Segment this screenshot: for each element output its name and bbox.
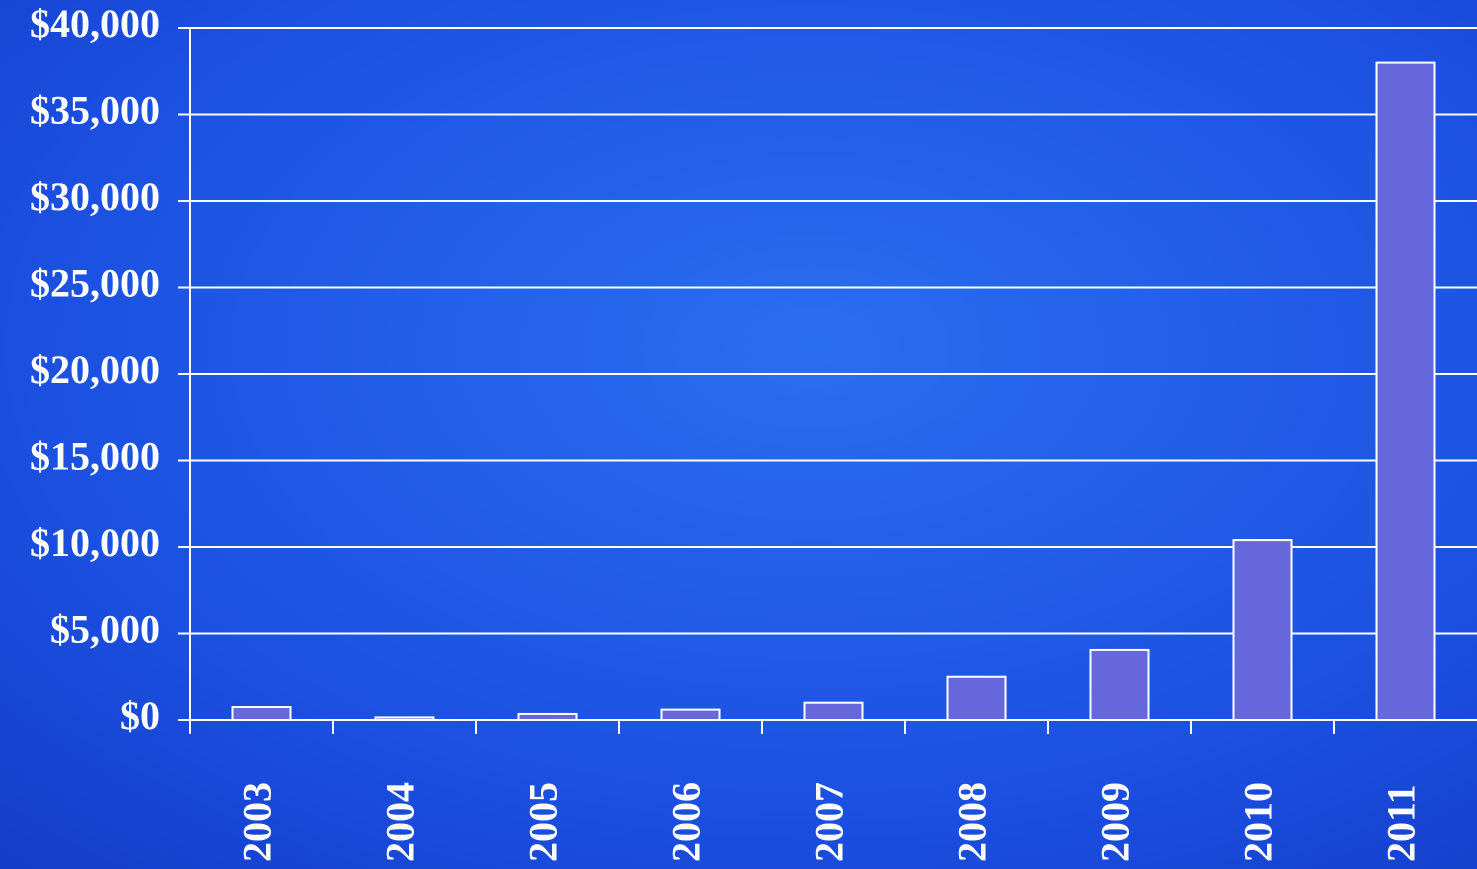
y-tick-label: $40,000 — [30, 1, 160, 46]
bar — [374, 716, 435, 722]
bar — [231, 706, 292, 722]
y-tick-label: $20,000 — [30, 347, 160, 392]
x-tick-label: 2006 — [664, 782, 709, 862]
bar — [1375, 61, 1436, 722]
x-tick-label: 2010 — [1236, 782, 1281, 862]
y-tick-label: $0 — [120, 693, 160, 738]
bar — [803, 701, 864, 722]
y-tick-label: $35,000 — [30, 88, 160, 133]
bar — [946, 675, 1007, 721]
bar — [1232, 539, 1293, 722]
x-tick-label: 2011 — [1379, 784, 1424, 862]
x-tick-label: 2004 — [378, 782, 423, 862]
y-tick-label: $25,000 — [30, 261, 160, 306]
x-tick-label: 2007 — [807, 782, 852, 862]
y-tick-label: $10,000 — [30, 520, 160, 565]
bar — [1089, 648, 1150, 721]
x-tick-label: 2008 — [950, 782, 995, 862]
x-tick-label: 2009 — [1093, 782, 1138, 862]
x-tick-label: 2005 — [521, 782, 566, 862]
bar — [660, 708, 721, 721]
y-tick-label: $5,000 — [50, 607, 160, 652]
y-tick-label: $30,000 — [30, 174, 160, 219]
bar — [517, 712, 578, 722]
y-tick-label: $15,000 — [30, 434, 160, 479]
x-tick-label: 2003 — [235, 782, 280, 862]
